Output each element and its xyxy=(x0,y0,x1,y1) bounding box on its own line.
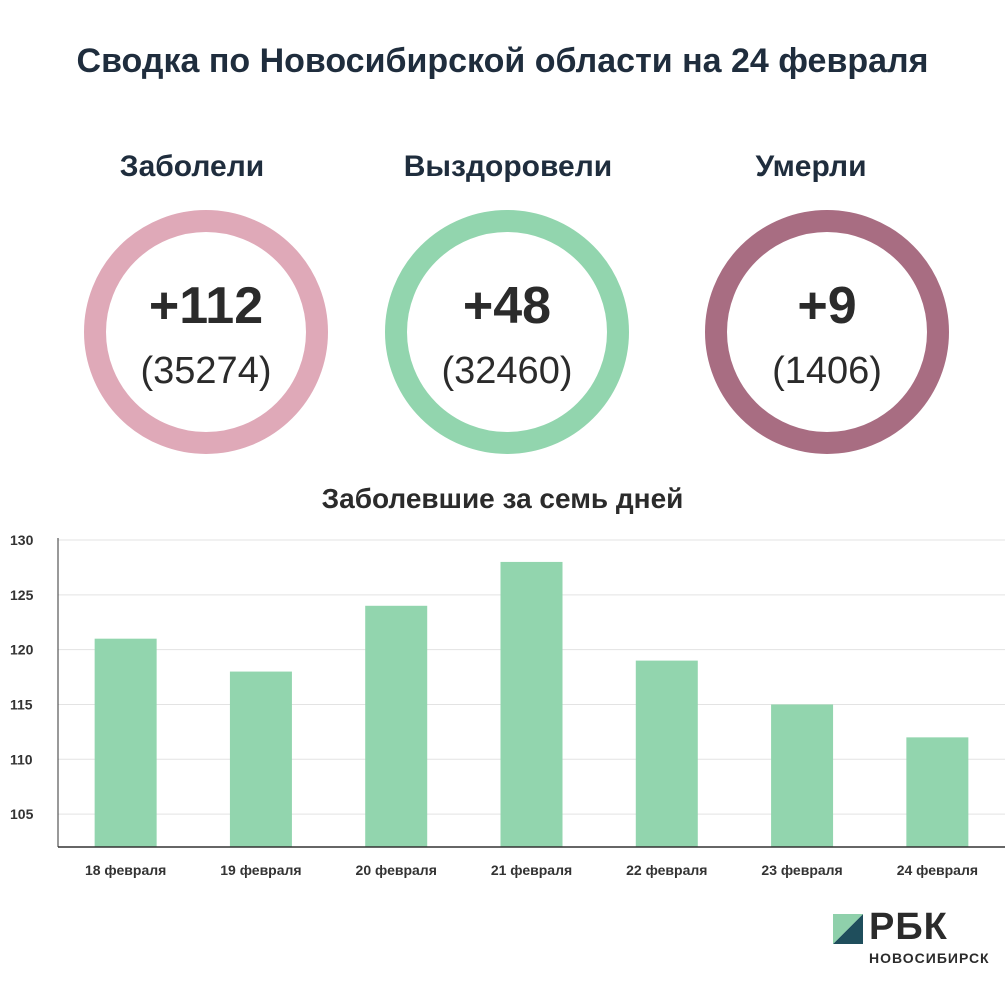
stat-label-died: Умерли xyxy=(661,150,961,184)
stat-sick-label: Заболели xyxy=(119,150,265,183)
rbc-logo-mark-icon xyxy=(833,914,863,944)
y-tick-label: 130 xyxy=(10,532,34,548)
recovered-total-value: (32460) xyxy=(441,350,573,392)
recovered-daily-value: +48 xyxy=(462,277,552,335)
stat-recovered-label: Выздоровели xyxy=(403,150,613,183)
bar-chart: 105 110 115 120 125 130 18 февраля 19 февраля 20… xyxy=(10,532,1005,878)
sick-total-value: (35274) xyxy=(140,350,272,392)
x-tick-label: 23 февраля xyxy=(761,862,842,878)
bar xyxy=(906,737,969,847)
bar xyxy=(365,605,428,847)
died-daily-value: +9 xyxy=(797,277,857,335)
y-tick-label: 105 xyxy=(10,806,34,822)
chart-title: Заболевшие за семь дней xyxy=(321,483,684,514)
x-tick-label: 19 февраля xyxy=(220,862,301,878)
bar xyxy=(771,704,834,847)
y-tick-label: 115 xyxy=(10,696,33,712)
sick-daily-value: +112 xyxy=(148,277,264,335)
rbc-logo-text: РБК xyxy=(869,906,948,948)
bar xyxy=(94,638,157,847)
x-tick-label: 24 февраля xyxy=(897,862,978,878)
bar xyxy=(500,561,563,847)
bar xyxy=(229,671,292,847)
sick-ring: +112 (35274) xyxy=(84,210,328,454)
stat-label-sick: Заболели xyxy=(42,150,342,184)
stat-label-recovered: Выздоровели xyxy=(358,150,658,184)
died-total-value: (1406) xyxy=(772,350,882,392)
y-tick-label: 120 xyxy=(10,642,34,658)
bar xyxy=(635,660,698,847)
y-tick-label: 110 xyxy=(10,751,33,767)
page-title: Сводка по Новосибирской области на 24 фе… xyxy=(76,42,929,80)
x-tick-label: 20 февраля xyxy=(356,862,437,878)
stat-died-label: Умерли xyxy=(755,150,867,183)
y-tick-label: 125 xyxy=(10,587,34,603)
rbc-logo: РБК НОВОСИБИРСК xyxy=(833,906,998,972)
recovered-ring: +48 (32460) xyxy=(385,210,629,454)
x-tick-label: 22 февраля xyxy=(626,862,707,878)
rbc-logo-region: НОВОСИБИРСК xyxy=(869,950,990,966)
died-ring: +9 (1406) xyxy=(705,210,949,454)
x-tick-label: 18 февраля xyxy=(85,862,166,878)
x-tick-label: 21 февраля xyxy=(491,862,572,878)
